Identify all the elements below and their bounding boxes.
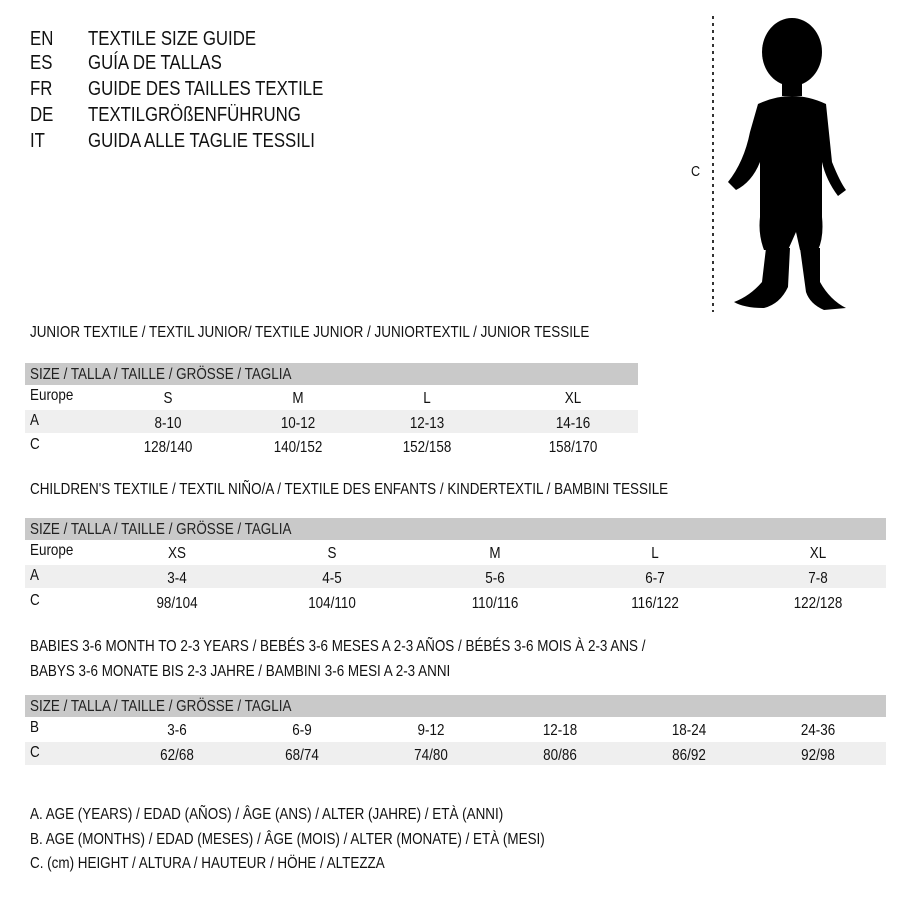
table-header-bar <box>25 363 638 385</box>
table-cell: 74/80 <box>414 747 448 764</box>
table-cell: M <box>489 545 501 562</box>
language-title: GUÍA DE TALLAS <box>88 52 222 74</box>
table-cell: 62/68 <box>160 747 194 764</box>
table-title: BABYS 3-6 MONATE BIS 2-3 JAHRE / BAMBINI… <box>30 663 451 680</box>
table-cell: 128/140 <box>143 439 193 456</box>
table-cell: 9-12 <box>417 722 445 739</box>
table-cell: XL <box>809 545 827 562</box>
table-cell: 116/122 <box>631 595 679 612</box>
table-cell: 5-6 <box>485 570 505 587</box>
language-title: GUIDE DES TAILLES TEXTILE <box>88 78 324 100</box>
language-code: FR <box>30 78 53 100</box>
row-label: C <box>30 592 40 609</box>
table-title: BABIES 3-6 MONTH TO 2-3 YEARS / BEBÉS 3-… <box>30 638 646 655</box>
row-label: C <box>30 436 40 453</box>
row-label: B <box>30 719 39 736</box>
language-code: EN <box>30 28 54 50</box>
table-cell: S <box>327 545 337 562</box>
table-cell: XS <box>168 545 186 562</box>
table-cell: 80/86 <box>543 747 577 764</box>
table-cell: 122/128 <box>793 595 843 612</box>
table-cell: 158/170 <box>548 439 598 456</box>
table-cell: 104/110 <box>308 595 356 612</box>
table-cell: 18-24 <box>671 722 707 739</box>
table-cell: 92/98 <box>801 747 835 764</box>
table-cell: 3-4 <box>167 570 187 587</box>
table-header: SIZE / TALLA / TAILLE / GRÖSSE / TAGLIA <box>30 521 292 538</box>
table-cell: 12-18 <box>542 722 578 739</box>
language-title: GUIDA ALLE TAGLIE TESSILI <box>88 130 315 152</box>
table-cell: 4-5 <box>322 570 342 587</box>
legend-line: A. AGE (YEARS) / EDAD (AÑOS) / ÂGE (ANS)… <box>30 806 504 823</box>
language-code: ES <box>30 52 53 74</box>
legend-line: C. (cm) HEIGHT / ALTURA / HAUTEUR / HÖHE… <box>30 855 385 872</box>
table-title: JUNIOR TEXTILE / TEXTIL JUNIOR/ TEXTILE … <box>30 324 590 341</box>
child-silhouette-icon <box>712 16 846 312</box>
table-cell: 6-9 <box>292 722 312 739</box>
language-title: TEXTILE SIZE GUIDE <box>88 28 257 50</box>
language-code: IT <box>30 130 45 152</box>
table-header-bar <box>25 518 886 540</box>
table-cell: 6-7 <box>645 570 665 587</box>
measure-label-c: C <box>691 163 701 180</box>
table-row-stripe <box>25 410 638 433</box>
table-row-stripe <box>25 565 886 588</box>
table-header-bar <box>25 695 886 717</box>
table-cell: 140/152 <box>273 439 323 456</box>
table-cell: XL <box>564 390 582 407</box>
table-cell: 152/158 <box>402 439 452 456</box>
table-cell: 68/74 <box>285 747 319 764</box>
table-cell: 12-13 <box>409 415 445 432</box>
table-cell: 86/92 <box>672 747 706 764</box>
table-cell: 10-12 <box>280 415 316 432</box>
legend-line: B. AGE (MONTHS) / EDAD (MESES) / ÂGE (MO… <box>30 831 545 848</box>
language-code: DE <box>30 104 54 126</box>
row-label: A <box>30 567 39 584</box>
table-cell: L <box>423 390 431 407</box>
table-header: SIZE / TALLA / TAILLE / GRÖSSE / TAGLIA <box>30 366 292 383</box>
table-cell: 3-6 <box>167 722 187 739</box>
row-label: C <box>30 744 40 761</box>
table-cell: 98/104 <box>156 595 198 612</box>
row-label: Europe <box>30 387 74 404</box>
table-header: SIZE / TALLA / TAILLE / GRÖSSE / TAGLIA <box>30 698 292 715</box>
table-cell: S <box>163 390 173 407</box>
table-cell: 8-10 <box>154 415 182 432</box>
row-label: Europe <box>30 542 74 559</box>
row-label: A <box>30 412 39 429</box>
table-cell: 7-8 <box>808 570 828 587</box>
table-cell: 110/116 <box>471 595 519 612</box>
table-cell: M <box>292 390 304 407</box>
table-cell: 14-16 <box>555 415 591 432</box>
table-title: CHILDREN'S TEXTILE / TEXTIL NIÑO/A / TEX… <box>30 481 669 498</box>
language-title: TEXTILGRÖßENFÜHRUNG <box>88 104 301 126</box>
table-row-stripe <box>25 742 886 765</box>
table-cell: 24-36 <box>800 722 836 739</box>
table-cell: L <box>651 545 659 562</box>
